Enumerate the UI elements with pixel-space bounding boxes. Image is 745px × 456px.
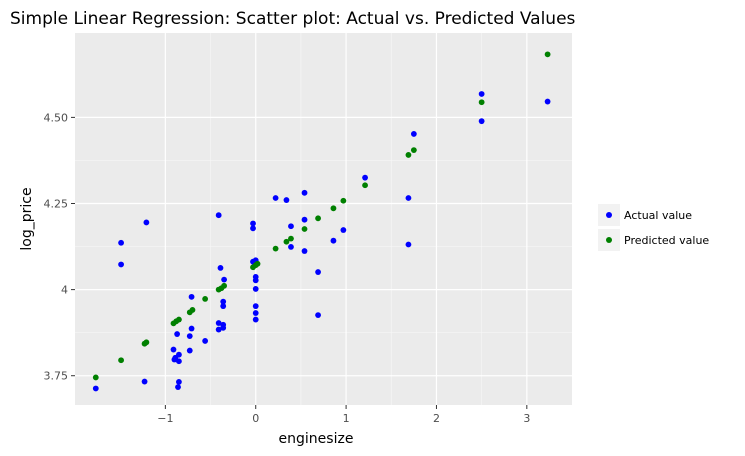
y-axis-ticks: 3.75 4 4.25 4.50	[44, 111, 76, 382]
plot-panel	[75, 33, 572, 405]
data-point	[362, 175, 368, 181]
legend-marker	[606, 212, 612, 218]
legend-item: Actual value	[598, 204, 692, 226]
data-point	[190, 307, 196, 313]
data-point	[218, 265, 224, 271]
data-point	[411, 131, 417, 137]
data-point	[221, 283, 227, 289]
data-point	[118, 262, 124, 268]
chart-title: Simple Linear Regression: Scatter plot: …	[10, 9, 576, 29]
data-point	[174, 331, 180, 337]
data-point	[288, 244, 294, 250]
data-point	[220, 325, 226, 331]
data-point	[302, 226, 308, 232]
data-point	[302, 217, 308, 223]
y-tick-label: 4	[61, 284, 68, 297]
data-point	[253, 310, 259, 316]
data-point	[288, 236, 294, 242]
data-point	[273, 246, 279, 252]
data-point	[216, 212, 222, 218]
data-point	[479, 99, 485, 105]
x-tick-label: 2	[433, 412, 440, 425]
data-point	[118, 357, 124, 363]
data-point	[406, 195, 412, 201]
data-point	[221, 277, 227, 283]
data-point	[202, 296, 208, 302]
y-tick-label: 4.50	[44, 111, 69, 124]
y-tick-label: 4.25	[44, 198, 69, 211]
data-point	[284, 197, 290, 203]
data-point	[93, 375, 99, 381]
data-point	[273, 195, 279, 201]
data-point	[189, 326, 195, 332]
data-point	[302, 248, 308, 254]
data-point	[176, 358, 182, 364]
data-point	[253, 286, 259, 292]
x-axis-title: enginesize	[279, 431, 354, 447]
data-point	[545, 51, 551, 57]
x-tick-label: 0	[252, 412, 259, 425]
y-tick-label: 3.75	[44, 370, 69, 383]
legend-item: Predicted value	[598, 229, 709, 251]
data-point	[255, 261, 261, 267]
data-point	[362, 182, 368, 188]
data-point	[187, 333, 193, 339]
data-point	[302, 190, 308, 196]
data-point	[479, 91, 485, 97]
data-point	[118, 240, 124, 246]
legend-label: Actual value	[624, 209, 692, 222]
data-point	[176, 379, 182, 385]
legend: Actual value Predicted value	[598, 204, 709, 251]
data-point	[411, 147, 417, 153]
data-point	[545, 99, 551, 105]
data-point	[340, 198, 346, 204]
legend-marker	[606, 237, 612, 243]
data-point	[143, 220, 149, 226]
data-point	[331, 238, 337, 244]
x-tick-label: −1	[157, 412, 173, 425]
data-point	[479, 118, 485, 124]
data-point	[253, 317, 259, 323]
data-point	[315, 312, 321, 318]
data-point	[315, 215, 321, 221]
data-point	[331, 205, 337, 211]
data-point	[143, 339, 149, 345]
data-point	[250, 225, 256, 231]
data-point	[187, 348, 193, 354]
data-point	[171, 347, 177, 353]
data-point	[175, 384, 181, 390]
x-tick-label: 1	[343, 412, 350, 425]
data-point	[142, 379, 148, 385]
legend-label: Predicted value	[624, 234, 709, 247]
data-point	[189, 294, 195, 300]
data-point	[406, 242, 412, 248]
data-point	[253, 274, 259, 280]
data-point	[340, 227, 346, 233]
data-point	[315, 269, 321, 275]
data-point	[288, 223, 294, 229]
y-axis-title: log_price	[19, 187, 35, 250]
data-point	[406, 152, 412, 158]
data-point	[202, 338, 208, 344]
data-point	[220, 299, 226, 305]
data-point	[253, 303, 259, 309]
x-tick-label: 3	[523, 412, 530, 425]
data-point	[93, 386, 99, 392]
data-point	[176, 352, 182, 358]
data-point	[176, 317, 182, 323]
x-axis-ticks: −1 0 1 2 3	[157, 405, 530, 425]
